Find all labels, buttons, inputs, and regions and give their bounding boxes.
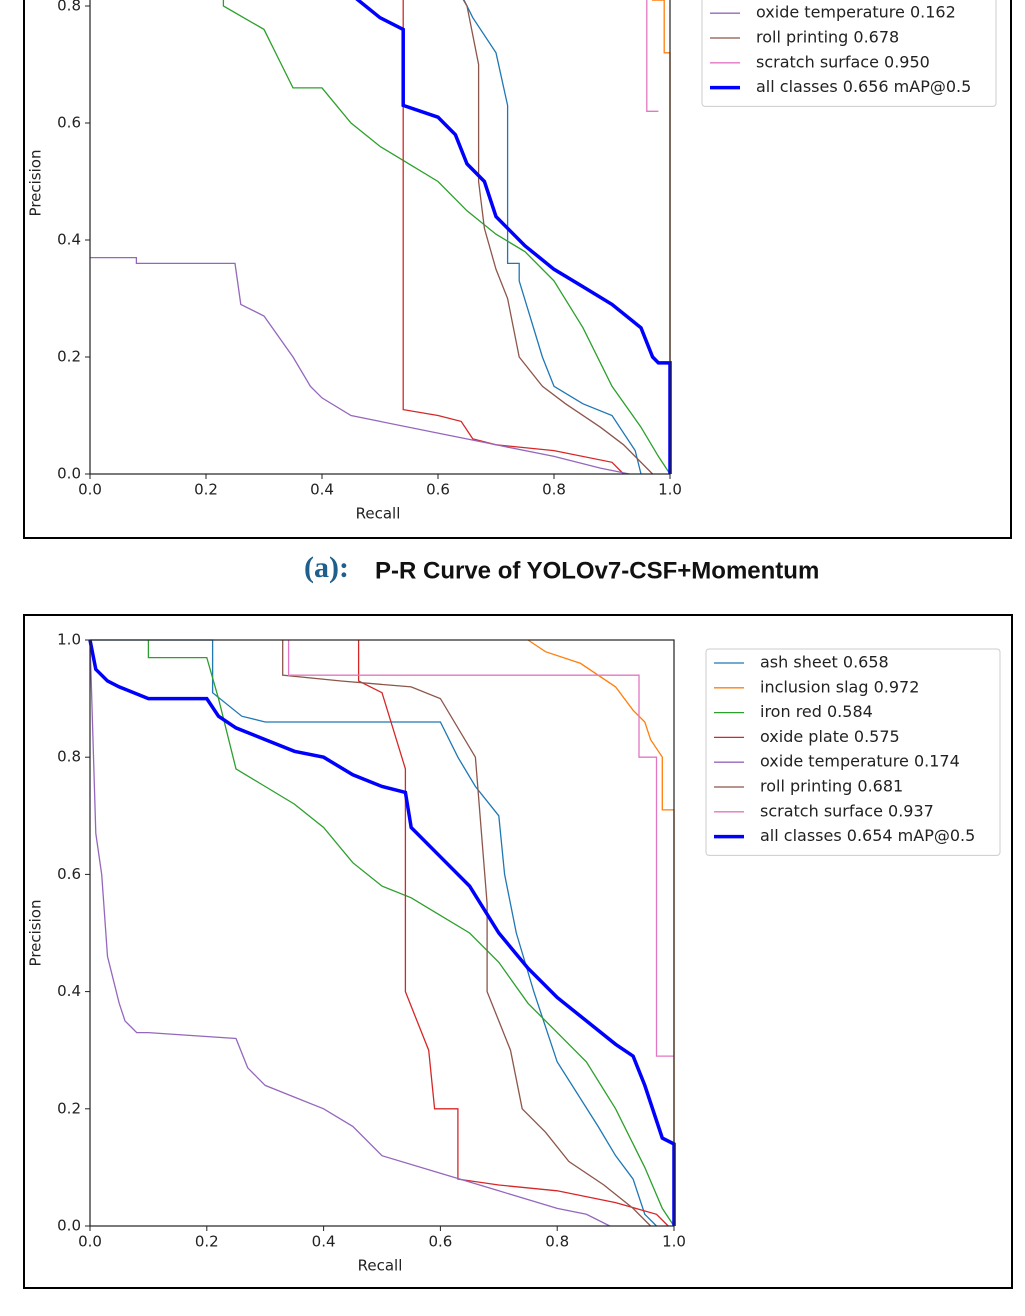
legend-label: oxide temperature 0.174 (760, 752, 960, 771)
pr-curve (651, 0, 671, 474)
x-tick-label: 0.4 (310, 481, 334, 499)
y-axis-label: Precision (27, 150, 45, 217)
pr-curve (88, 639, 676, 1226)
y-tick-label: 0.6 (57, 865, 81, 883)
pr-curve (90, 639, 657, 1227)
x-tick-label: 1.0 (658, 481, 682, 499)
x-axis-label: Recall (356, 505, 401, 523)
pr-curve (282, 640, 652, 1227)
legend-label: oxide temperature 0.162 (756, 3, 956, 22)
pr-curve (147, 640, 675, 1227)
caption-label: (a): (304, 551, 349, 584)
legend-label: scratch surface 0.937 (760, 801, 934, 820)
x-tick-label: 0.2 (195, 1233, 219, 1251)
caption-text: P-R Curve of YOLOv7-CSF+Momentum (375, 557, 819, 584)
y-tick-label: 0.8 (57, 748, 81, 766)
legend-box (701, 0, 997, 107)
x-tick-label: 0.6 (426, 481, 450, 499)
pr-curve (222, 0, 671, 475)
legend-label: roll printing 0.678 (756, 28, 899, 47)
pr-curve (646, 0, 659, 112)
pr-curve (287, 640, 674, 1057)
plot-area (89, 0, 671, 475)
x-tick-label: 1.0 (662, 1233, 686, 1251)
x-tick-label: 0.8 (542, 481, 566, 499)
legend-label: roll printing 0.681 (760, 777, 903, 796)
y-tick-label: 0.4 (57, 982, 81, 1000)
legend-label: oxide plate 0.575 (760, 727, 900, 746)
legend-label: scratch surface 0.950 (756, 52, 930, 71)
y-tick-label: 0.2 (57, 1099, 81, 1117)
plot-area (89, 639, 675, 1227)
x-tick-label: 0.8 (545, 1233, 569, 1251)
pr-curve (463, 0, 642, 475)
pr-curve (402, 0, 625, 475)
x-tick-label: 0.0 (78, 1233, 102, 1251)
x-tick-label: 0.0 (78, 481, 102, 499)
y-axis-label: Precision (27, 900, 45, 967)
legend-label: all classes 0.654 mAP@0.5 (760, 826, 975, 845)
y-tick-label: 0.0 (57, 465, 81, 483)
pr-curve (355, 0, 672, 474)
x-tick-label: 0.4 (312, 1233, 336, 1251)
legend-label: all classes 0.656 mAP@0.5 (756, 77, 971, 96)
pr-curve (462, 0, 654, 475)
y-tick-label: 0.4 (57, 231, 81, 249)
x-axis-label: Recall (358, 1257, 403, 1275)
y-tick-label: 0.6 (57, 114, 81, 132)
pr-curve (90, 256, 630, 475)
legend-label: iron red 0.584 (760, 702, 873, 721)
x-tick-label: 0.2 (194, 481, 218, 499)
legend-label: inclusion slag 0.972 (760, 677, 919, 696)
chart-frame (23, 0, 1012, 539)
legend-label: ash sheet 0.658 (760, 653, 889, 672)
pr-curve (527, 639, 675, 1226)
pr-curve (357, 640, 669, 1227)
y-tick-label: 0.2 (57, 348, 81, 366)
pr-curve (89, 639, 611, 1227)
y-tick-label: 0.0 (57, 1217, 81, 1235)
chart-frame (23, 614, 1013, 1289)
y-tick-label: 1.0 (57, 631, 81, 649)
y-tick-label: 0.8 (57, 0, 81, 15)
legend-box (705, 648, 1001, 856)
x-tick-label: 0.6 (428, 1233, 452, 1251)
